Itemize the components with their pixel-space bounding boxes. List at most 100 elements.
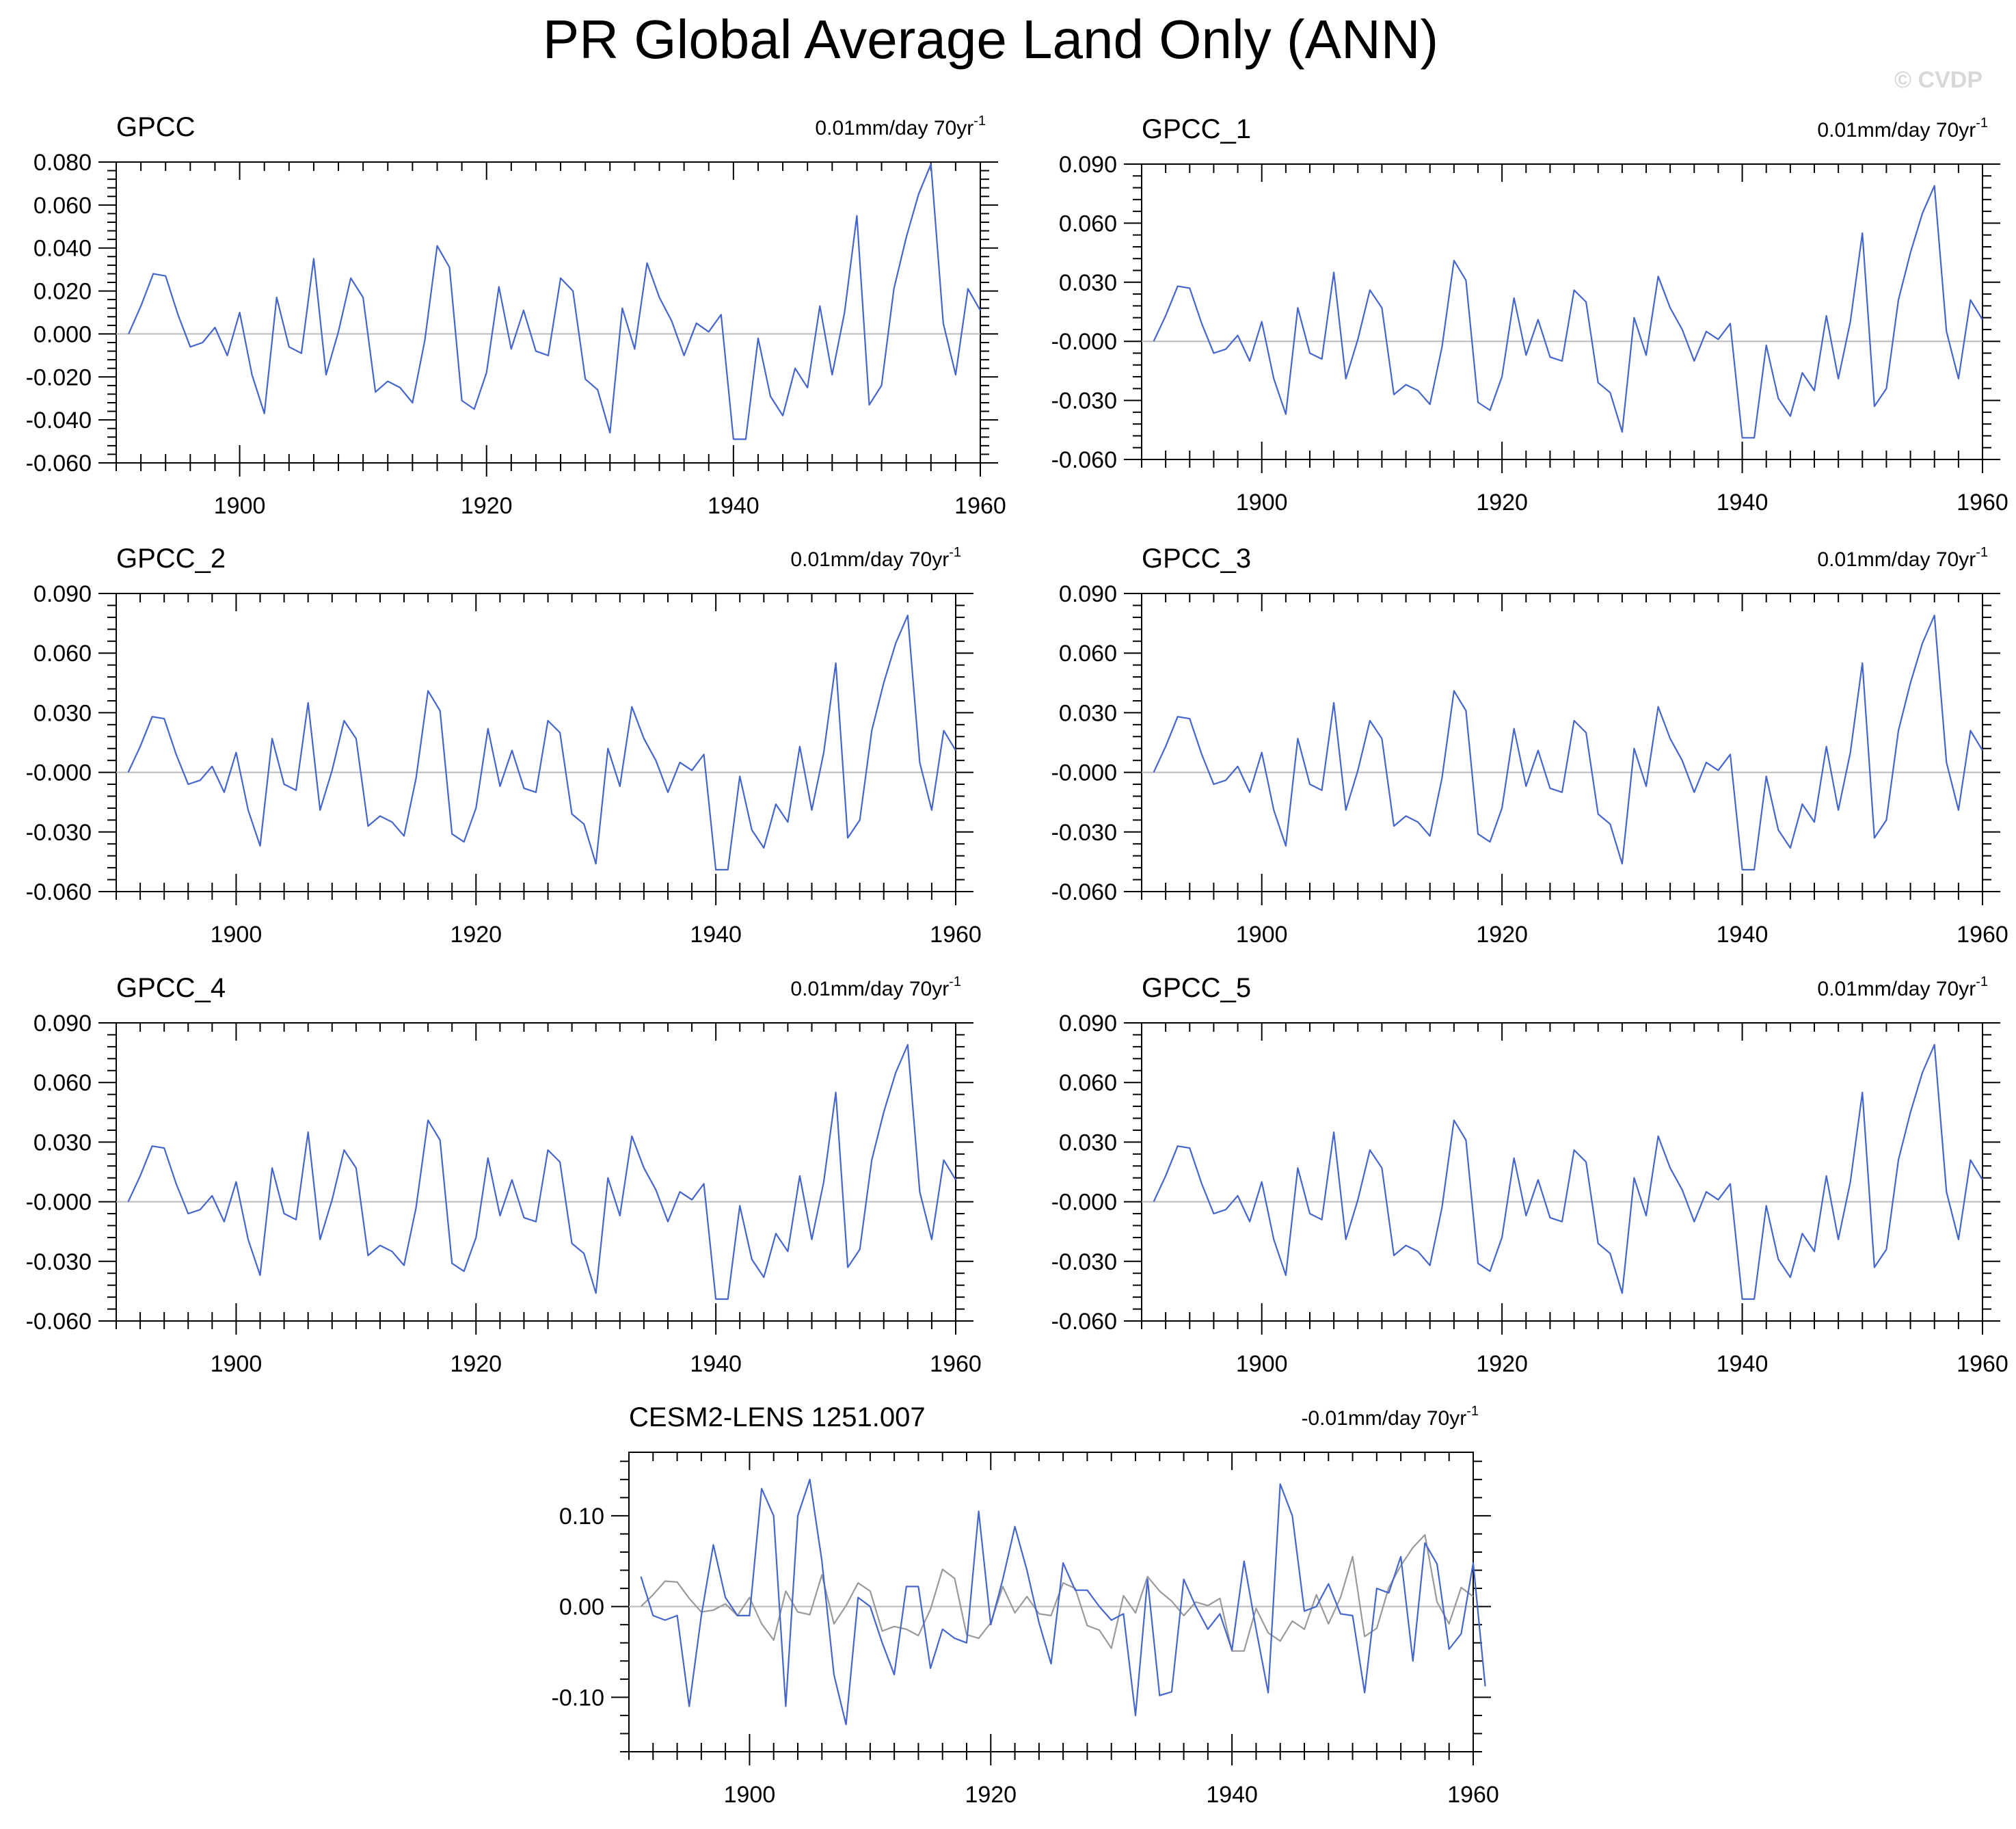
chart-panel-2: 1900 1920 1940 1960 -0.060 -0.030 -0.000 0.030 0…	[1051, 114, 2008, 516]
y-tick-label: -0.060	[26, 451, 92, 477]
series-line-gpcc	[127, 614, 956, 871]
series-line-gpcc	[640, 1534, 1474, 1652]
x-tick-label: 1960	[1957, 490, 2008, 516]
x-tick-label: 1900	[724, 1782, 776, 1808]
series-line-gpcc	[1153, 185, 1983, 439]
trend-label: 0.01mm/day 70yr-1	[1817, 545, 1988, 571]
plot-frame	[1141, 593, 1983, 892]
y-tick-label: 0.040	[33, 236, 92, 262]
trend-value: 0.01mm/day 70yr	[790, 978, 949, 1000]
x-tick-label: 1920	[461, 493, 513, 519]
y-tick-label: -0.000	[1051, 1190, 1117, 1216]
y-tick-label: 0.030	[1059, 700, 1117, 726]
y-tick-label: 0.060	[33, 193, 92, 219]
x-tick-label: 1920	[965, 1782, 1017, 1808]
x-tick-label: 1920	[1476, 490, 1528, 516]
trend-label: 0.01mm/day 70yr-1	[815, 114, 986, 139]
y-tick-label: 0.030	[1059, 270, 1117, 296]
trend-value: -0.01mm/day 70yr	[1301, 1407, 1466, 1430]
y-tick-label: -0.030	[1051, 388, 1117, 414]
series-line-gpcc	[1153, 614, 1983, 871]
y-tick-label: 0.060	[1059, 1070, 1117, 1096]
y-tick-label: 0.030	[1059, 1130, 1117, 1156]
y-tick-label: -0.060	[1051, 447, 1117, 473]
y-tick-label: -0.000	[1051, 760, 1117, 786]
chart-panel-4: 1900 1920 1940 1960 -0.060 -0.030 -0.000 0.030 0…	[1051, 544, 2008, 948]
plot-frame	[116, 1022, 956, 1322]
trend-value: 0.01mm/day 70yr	[1817, 119, 1976, 142]
y-tick-label: -0.060	[1051, 1309, 1117, 1335]
plot-frame	[1141, 163, 1983, 460]
x-tick-label: 1940	[1206, 1782, 1258, 1808]
y-tick-label: 0.000	[33, 321, 92, 347]
y-tick-label: -0.000	[26, 1190, 92, 1216]
y-tick-label: 0.090	[33, 1011, 92, 1037]
chart-panel-1: 1900 1920 1940 1960 -0.060 -0.040 -0.020 0.000 0…	[26, 112, 1006, 519]
trend-value: 0.01mm/day 70yr	[1817, 548, 1976, 571]
y-tick-label: -0.030	[26, 1249, 92, 1275]
x-tick-label: 1920	[1476, 922, 1528, 948]
y-tick-label: 0.090	[1059, 581, 1117, 607]
page-title: PR Global Average Land Only (ANN)	[543, 9, 1438, 70]
panel-title: GPCC_2	[116, 544, 226, 574]
y-tick-label: 0.090	[33, 581, 92, 607]
trend-label: 0.01mm/day 70yr-1	[1817, 974, 1988, 1000]
trend-exponent: -1	[949, 545, 961, 560]
x-tick-label: 1960	[1447, 1782, 1499, 1808]
plot-frame	[628, 1452, 1474, 1752]
trend-exponent: -1	[1976, 974, 1988, 989]
trend-label: -0.01mm/day 70yr-1	[1301, 1404, 1479, 1430]
y-tick-label: -0.030	[26, 820, 92, 846]
y-tick-label: 0.030	[33, 700, 92, 726]
x-tick-label: 1960	[930, 922, 982, 948]
x-tick-label: 1940	[708, 493, 760, 519]
y-tick-label: -0.060	[1051, 879, 1117, 905]
x-tick-label: 1960	[954, 493, 1006, 519]
x-tick-label: 1900	[211, 922, 263, 948]
y-tick-label: -0.000	[26, 760, 92, 786]
y-tick-label: 0.080	[33, 150, 92, 176]
y-tick-label: -0.060	[26, 1309, 92, 1335]
y-tick-label: 0.090	[1059, 152, 1117, 178]
trend-label: 0.01mm/day 70yr-1	[790, 974, 961, 1000]
cvdp-watermark: © CVDP	[1894, 67, 1983, 93]
panel-title: GPCC	[116, 112, 196, 142]
y-tick-label: 0.020	[33, 279, 92, 305]
y-tick-label: 0.060	[1059, 641, 1117, 667]
x-tick-label: 1900	[1236, 490, 1288, 516]
y-tick-label: 0.090	[1059, 1011, 1117, 1037]
y-tick-label: 0.10	[559, 1504, 604, 1530]
plot-frame	[1141, 1022, 1983, 1322]
series-line-gpcc	[127, 1043, 956, 1300]
panel-title: GPCC_4	[116, 973, 226, 1003]
x-tick-label: 1940	[690, 922, 742, 948]
trend-exponent: -1	[1976, 116, 1988, 131]
x-tick-label: 1960	[1957, 1351, 2008, 1377]
y-tick-label: 0.060	[33, 1070, 92, 1096]
trend-label: 0.01mm/day 70yr-1	[1817, 116, 1988, 142]
x-tick-label: 1900	[1236, 1351, 1288, 1377]
x-tick-label: 1940	[1717, 490, 1769, 516]
y-tick-label: -0.000	[1051, 329, 1117, 355]
trend-label: 0.01mm/day 70yr-1	[790, 545, 961, 571]
x-tick-label: 1920	[450, 1351, 502, 1377]
x-tick-label: 1940	[690, 1351, 742, 1377]
x-tick-label: 1960	[930, 1351, 982, 1377]
y-tick-label: 0.00	[559, 1594, 604, 1620]
trend-exponent: -1	[1976, 545, 1988, 560]
x-tick-label: 1900	[214, 493, 266, 519]
x-tick-label: 1940	[1717, 1351, 1769, 1377]
panel-title: CESM2-LENS 1251.007	[629, 1402, 926, 1432]
y-tick-label: -0.030	[1051, 1249, 1117, 1275]
panels-container: 1900 1920 1940 1960 -0.060 -0.040 -0.020 0.000 0…	[26, 112, 2008, 1808]
x-tick-label: 1900	[1236, 922, 1288, 948]
chart-panel-7: 1900 1920 1940 1960 -0.10 0.00 0.10 CESM2-LENS …	[552, 1402, 1499, 1808]
chart-panel-5: 1900 1920 1940 1960 -0.060 -0.030 -0.000 0.030 0…	[26, 973, 982, 1377]
x-tick-label: 1920	[1476, 1351, 1528, 1377]
trend-value: 0.01mm/day 70yr	[1817, 978, 1976, 1000]
y-tick-label: -0.060	[26, 879, 92, 905]
y-tick-label: 0.030	[33, 1130, 92, 1156]
panel-title: GPCC_1	[1142, 114, 1251, 144]
plot-frame	[116, 593, 956, 892]
